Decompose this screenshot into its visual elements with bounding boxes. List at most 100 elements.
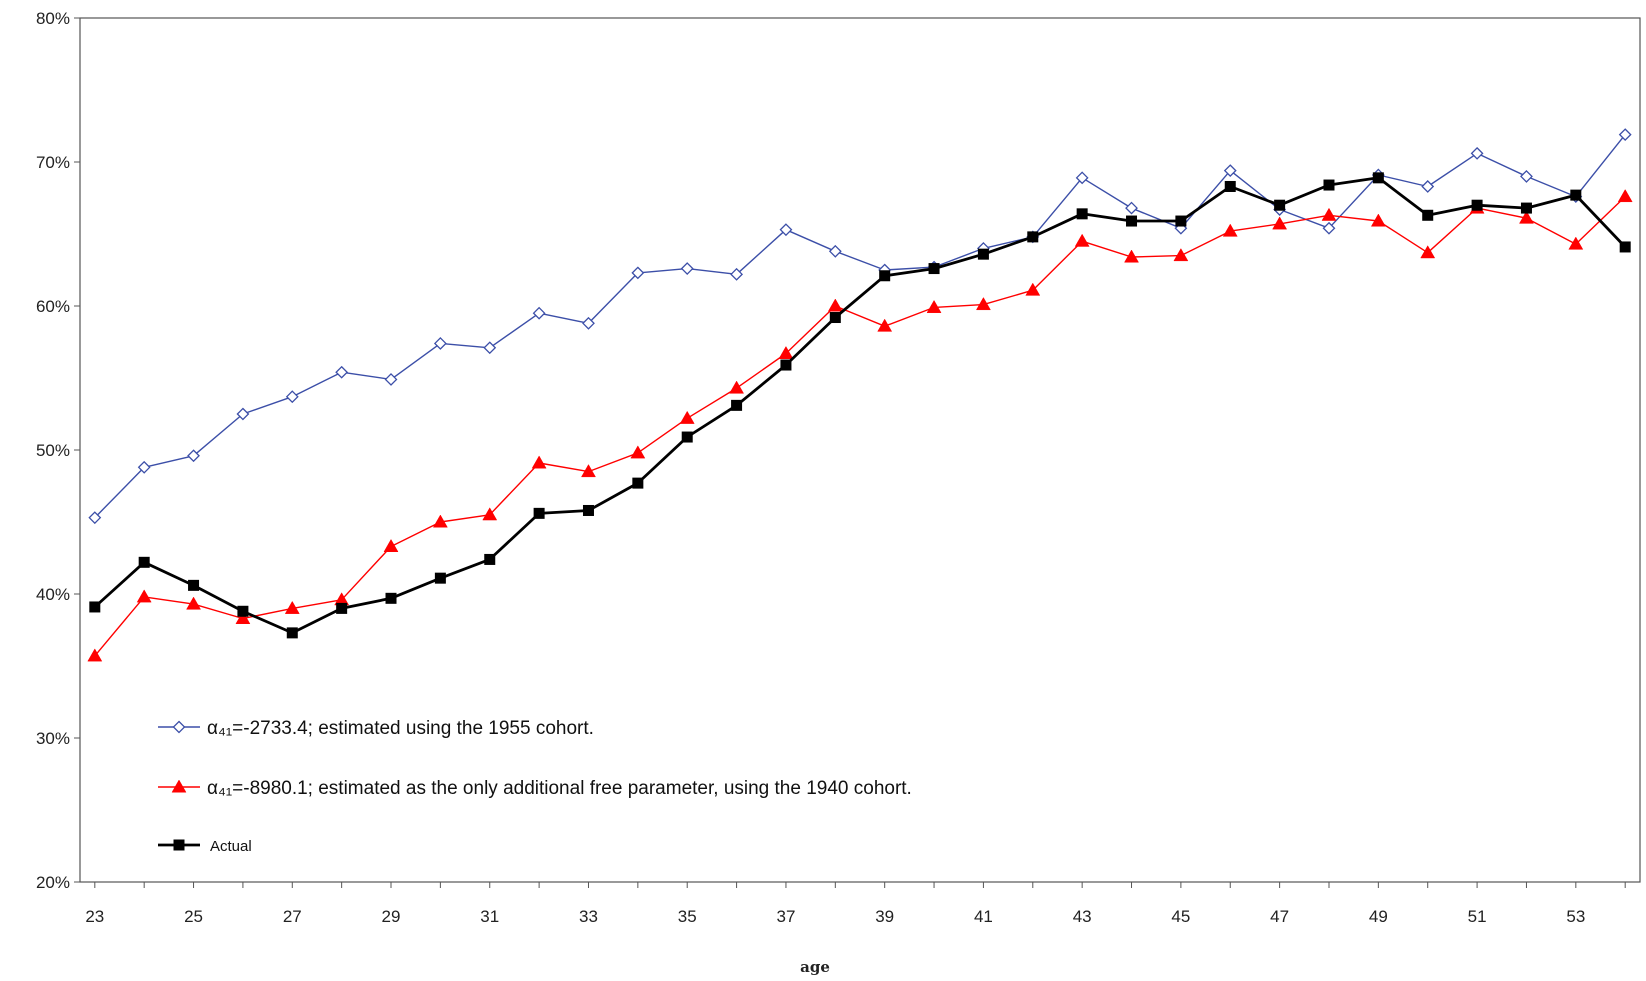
x-tick-label: 49 xyxy=(1369,907,1388,926)
data-point xyxy=(335,365,349,379)
data-point xyxy=(730,267,744,281)
data-point xyxy=(136,589,152,603)
data-point xyxy=(383,538,399,552)
x-axis-label: age xyxy=(800,958,830,976)
data-point xyxy=(532,306,546,320)
data-point xyxy=(87,648,103,662)
data-point xyxy=(877,318,893,332)
data-point xyxy=(533,507,545,519)
data-point xyxy=(1520,202,1532,214)
y-tick-label: 30% xyxy=(36,729,70,748)
legend-label-2: Actual xyxy=(210,838,252,855)
data-point xyxy=(138,556,150,568)
x-tick-label: 27 xyxy=(283,907,302,926)
x-tick-label: 41 xyxy=(974,907,993,926)
data-point xyxy=(632,477,644,489)
legend-swatch-marker-1 xyxy=(171,779,187,793)
data-point xyxy=(581,464,596,478)
data-point xyxy=(385,592,397,604)
legend-swatch-marker-0 xyxy=(172,720,186,734)
data-point xyxy=(631,266,645,280)
data-point xyxy=(1570,189,1582,201)
legend-entry-1: α₄₁=-8980.1; estimated as the only addit… xyxy=(158,778,912,799)
data-point xyxy=(977,248,989,260)
data-point xyxy=(928,263,940,275)
plot-frame xyxy=(79,17,1641,883)
data-point xyxy=(827,298,843,312)
legend-swatch-marker-2 xyxy=(173,839,185,851)
data-point xyxy=(1421,180,1435,193)
data-point xyxy=(879,270,891,282)
y-tick-label: 60% xyxy=(36,297,70,316)
data-point xyxy=(336,602,348,614)
data-point xyxy=(1568,236,1584,250)
data-point xyxy=(1027,231,1039,243)
y-tick-label: 50% xyxy=(36,441,70,460)
data-point xyxy=(926,299,942,313)
data-point xyxy=(1321,207,1337,221)
data-point xyxy=(237,605,249,617)
data-point xyxy=(1224,180,1236,192)
data-point xyxy=(434,572,446,584)
x-axis-ticks: 23 25 27 29 31 33 35 37 39 41 43 45 47 49 51 53 xyxy=(85,882,1626,926)
data-point xyxy=(1274,199,1286,211)
data-point xyxy=(1126,215,1138,227)
data-point xyxy=(1420,245,1436,259)
data-point xyxy=(137,460,151,474)
data-point xyxy=(1470,146,1484,160)
data-point xyxy=(484,553,496,565)
legend-entry-2: Actual xyxy=(158,838,252,855)
x-tick-label: 29 xyxy=(382,907,401,926)
data-point xyxy=(679,410,695,424)
data-point xyxy=(680,262,694,275)
series-layer xyxy=(87,128,1633,662)
y-tick-label: 70% xyxy=(36,153,70,172)
x-tick-label: 25 xyxy=(184,907,203,926)
data-point xyxy=(88,511,102,525)
data-point xyxy=(828,244,842,258)
legend-marker xyxy=(171,779,187,793)
legend-marker xyxy=(173,839,185,851)
data-point xyxy=(187,449,200,463)
legend: α₄₁=-2733.4; estimated using the 1955 co… xyxy=(158,718,912,855)
series-0 xyxy=(88,128,1632,525)
legend-entry-0: α₄₁=-2733.4; estimated using the 1955 co… xyxy=(158,718,594,739)
chart-axes xyxy=(79,17,1641,883)
series-line-0 xyxy=(94,134,1626,519)
data-point xyxy=(1074,233,1090,247)
data-point xyxy=(582,316,595,330)
data-point xyxy=(483,341,497,355)
data-point xyxy=(975,297,991,311)
data-point xyxy=(731,399,743,411)
series-line-1 xyxy=(94,196,1626,657)
data-point xyxy=(1222,223,1238,237)
x-tick-label: 33 xyxy=(579,907,598,926)
data-point xyxy=(729,380,745,394)
x-tick-label: 23 xyxy=(85,907,104,926)
data-point xyxy=(186,596,201,610)
data-point xyxy=(1471,199,1483,211)
data-point xyxy=(681,431,693,443)
data-point xyxy=(1124,249,1139,263)
data-point xyxy=(829,312,841,324)
data-point xyxy=(89,601,101,613)
x-tick-label: 53 xyxy=(1566,907,1585,926)
data-point xyxy=(1618,128,1632,142)
data-point xyxy=(235,610,251,624)
data-point xyxy=(432,514,448,528)
data-point xyxy=(779,223,793,237)
data-point xyxy=(1617,189,1633,203)
data-point xyxy=(1272,216,1288,230)
x-tick-label: 39 xyxy=(875,907,894,926)
legend-label-1: α₄₁=-8980.1; estimated as the only addit… xyxy=(207,778,912,799)
data-point xyxy=(284,600,300,614)
data-point xyxy=(1075,171,1089,185)
x-tick-label: 35 xyxy=(678,907,697,926)
data-point xyxy=(1370,213,1386,227)
data-point xyxy=(1372,172,1384,184)
data-point xyxy=(188,579,200,591)
data-point xyxy=(1173,248,1189,262)
legend-label-0: α₄₁=-2733.4; estimated using the 1955 co… xyxy=(207,718,594,739)
x-tick-label: 47 xyxy=(1270,907,1289,926)
data-point xyxy=(778,346,794,360)
